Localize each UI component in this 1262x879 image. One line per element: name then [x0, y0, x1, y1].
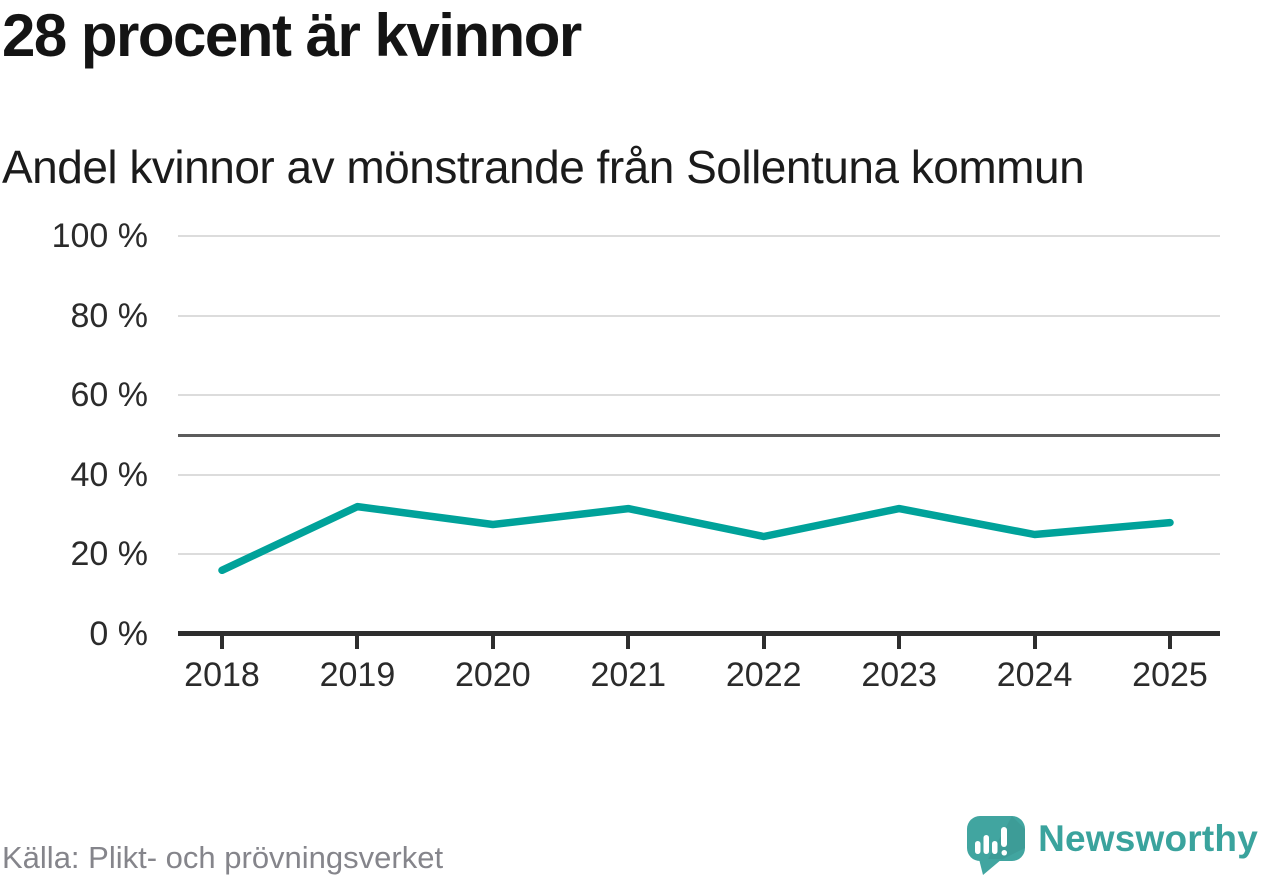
gridline [178, 394, 1220, 397]
trend-line [218, 502, 1174, 575]
x-axis-label: 2025 [1132, 656, 1208, 694]
newsworthy-logo: Newsworthy [965, 815, 1258, 876]
gridline [178, 553, 1220, 556]
y-axis-label: 40 % [70, 455, 149, 494]
x-axis-label: 2018 [184, 656, 260, 694]
newsworthy-logo-icon [967, 816, 1026, 875]
x-axis-label: 2021 [590, 656, 667, 694]
x-axis-tick [1032, 634, 1037, 649]
x-axis-label: 2022 [725, 656, 802, 694]
x-axis-line [178, 631, 1220, 636]
x-axis-tick [761, 634, 766, 649]
x-axis-tick [897, 634, 902, 649]
x-axis-label: 2023 [861, 656, 937, 694]
gridline [178, 473, 1220, 476]
y-axis-label: 20 % [70, 535, 149, 574]
x-axis-tick [355, 634, 360, 649]
gridline [178, 314, 1220, 317]
chart-title: 28 procent är kvinnor [2, 2, 582, 69]
x-axis-tick [220, 634, 224, 649]
x-axis-tick [626, 634, 631, 649]
x-axis-tick [490, 634, 495, 649]
chart-subtitle: Andel kvinnor av mönstrande från Sollent… [2, 141, 1085, 193]
y-axis-label: 80 % [70, 296, 149, 335]
x-axis-tick [1168, 634, 1172, 649]
x-axis-label: 2024 [996, 656, 1073, 694]
gridline [178, 235, 1220, 237]
y-axis-label: 100 % [51, 217, 148, 255]
source-note: Källa: Plikt- och prövningsverket [2, 840, 444, 875]
y-axis-label: 60 % [70, 376, 149, 415]
x-axis-label: 2020 [455, 656, 531, 694]
newsworthy-wordmark: Newsworthy [1038, 817, 1258, 859]
y-axis-label: 0 % [89, 615, 148, 653]
reference-line-50-percent [178, 433, 1220, 437]
x-axis-label: 2019 [319, 656, 396, 694]
